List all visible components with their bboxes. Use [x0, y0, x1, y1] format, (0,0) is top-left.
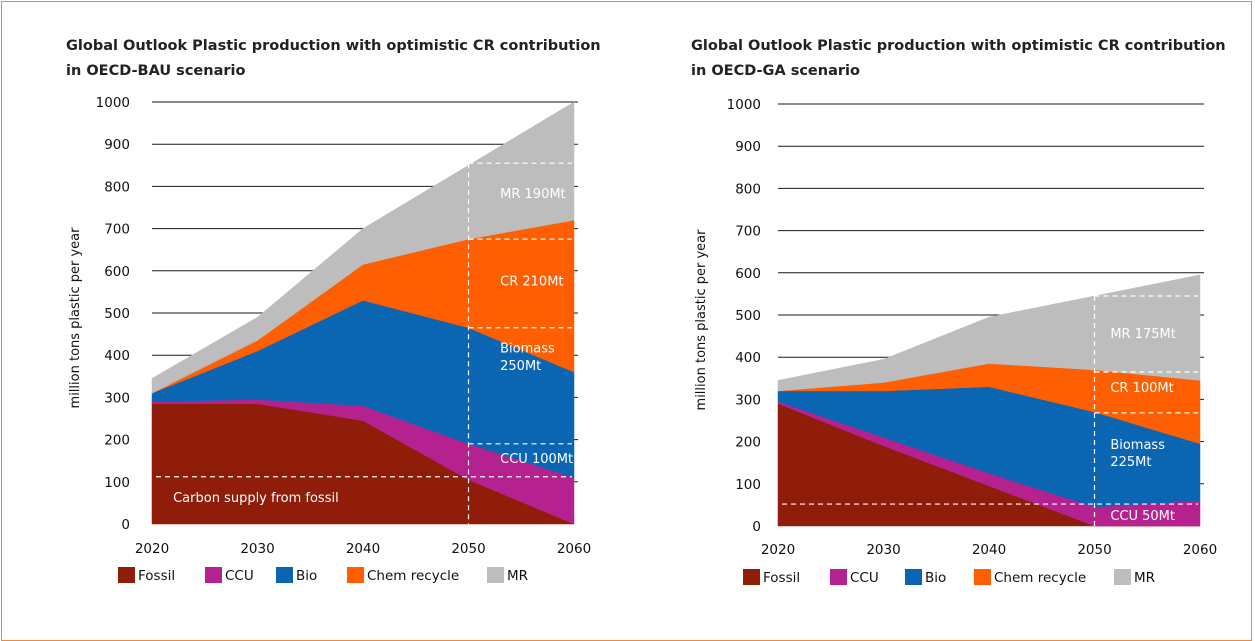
- chart-title-line-1: Global Outlook Plastic production with o…: [691, 38, 1226, 54]
- x-tick-label: 2030: [866, 542, 900, 558]
- y-tick-label: 200: [735, 435, 761, 451]
- chart-title-line-2: in OECD-BAU scenario: [66, 63, 246, 79]
- y-tick-label: 500: [104, 306, 130, 322]
- x-tick-label: 2060: [1183, 542, 1217, 558]
- y-tick-label: 700: [104, 222, 130, 238]
- y-tick-label: 400: [104, 348, 130, 364]
- chart-area-ga: MR 175Mt CR 100Mt Biomass 225Mt CCU 50Mt 0 100…: [694, 97, 1217, 586]
- x-tick-label: 2020: [761, 542, 795, 558]
- annotation-label: CR 210Mt: [500, 275, 563, 290]
- annotation-label: Biomass: [500, 342, 555, 357]
- annotation-label: Carbon supply from fossil: [173, 491, 339, 506]
- y-tick-label: 900: [735, 139, 761, 155]
- y-tick-label: 800: [104, 179, 130, 195]
- annotation-label: MR 175Mt: [1110, 327, 1176, 342]
- x-tick-label: 2050: [1077, 542, 1111, 558]
- y-tick-label: 900: [104, 137, 130, 153]
- legend-swatch: [276, 567, 293, 583]
- y-tick-label: 0: [121, 517, 130, 533]
- y-tick-label: 100: [104, 475, 130, 491]
- x-tick-label: 2040: [972, 542, 1006, 558]
- legend: Fossil CCU Bio Chem recycle MR: [118, 567, 528, 584]
- legend-swatch: [118, 567, 135, 583]
- chart-panel-ga: Global Outlook Plastic production with o…: [626, 0, 1251, 614]
- annotation-label: 225Mt: [1110, 455, 1151, 470]
- y-tick-label: 1000: [727, 97, 761, 113]
- annotation-label: CCU 100Mt: [500, 452, 573, 467]
- y-axis-label: million tons plastic per year: [68, 227, 83, 409]
- legend-label: Fossil: [138, 568, 175, 584]
- y-tick-label: 600: [735, 266, 761, 282]
- chart-title-line-2: in OECD-GA scenario: [691, 63, 860, 79]
- y-tick-label: 600: [104, 264, 130, 280]
- stacked-areas: [777, 274, 1201, 527]
- y-axis-label: million tons plastic per year: [694, 229, 709, 411]
- x-tick-label: 2040: [346, 541, 380, 557]
- annotation-label: CCU 50Mt: [1110, 509, 1175, 524]
- legend-label: MR: [1134, 570, 1155, 586]
- y-tick-label: 700: [735, 224, 761, 240]
- x-tick-label: 2020: [135, 541, 169, 557]
- legend-swatch: [905, 569, 922, 585]
- legend: Fossil CCU Bio Chem recycle MR: [743, 569, 1155, 586]
- legend-swatch: [1114, 569, 1131, 585]
- legend-swatch: [205, 567, 222, 583]
- annotation-label: MR 190Mt: [500, 187, 566, 202]
- legend-label: Bio: [296, 568, 317, 584]
- legend-swatch: [347, 567, 364, 583]
- chart-title: Global Outlook Plastic production with o…: [66, 34, 601, 84]
- x-tick-label: 2050: [451, 541, 485, 557]
- legend-label: Fossil: [763, 570, 800, 586]
- y-tick-label: 200: [104, 433, 130, 449]
- annotation-label: Biomass: [1110, 438, 1165, 453]
- legend-label: Bio: [925, 570, 946, 586]
- x-tick-label: 2060: [557, 541, 591, 557]
- legend-swatch: [830, 569, 847, 585]
- chart-panel-bau: Global Outlook Plastic production with o…: [0, 0, 625, 614]
- chart-title-line-1: Global Outlook Plastic production with o…: [66, 38, 601, 54]
- y-tick-label: 300: [104, 390, 130, 406]
- annotation-label: CR 100Mt: [1110, 381, 1173, 396]
- legend-swatch: [974, 569, 991, 585]
- legend-label: Chem recycle: [367, 568, 459, 584]
- y-tick-label: 800: [735, 181, 761, 197]
- x-tick-label: 2030: [240, 541, 274, 557]
- y-tick-label: 400: [735, 350, 761, 366]
- legend-label: CCU: [225, 568, 254, 584]
- y-tick-label: 500: [735, 308, 761, 324]
- chart-title: Global Outlook Plastic production with o…: [691, 34, 1226, 84]
- y-tick-label: 1000: [96, 95, 130, 111]
- y-tick-label: 100: [735, 477, 761, 493]
- chart-area-bau: MR 190Mt CR 210Mt Biomass 250Mt CCU 100Mt Car…: [68, 95, 591, 584]
- y-tick-label: 300: [735, 392, 761, 408]
- legend-label: MR: [507, 568, 528, 584]
- legend-swatch: [487, 567, 504, 583]
- legend-label: CCU: [850, 570, 879, 586]
- annotation-label: 250Mt: [500, 359, 541, 374]
- y-tick-label: 0: [752, 519, 761, 535]
- legend-label: Chem recycle: [994, 570, 1086, 586]
- legend-swatch: [743, 569, 760, 585]
